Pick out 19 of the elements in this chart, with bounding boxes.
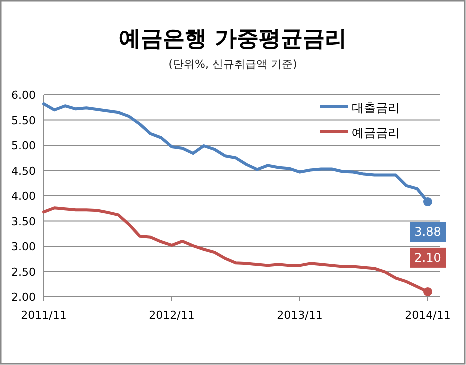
legend-label: 예금금리 bbox=[352, 126, 400, 140]
y-tick-label: 4.00 bbox=[12, 190, 36, 203]
data-label: 2.10 bbox=[414, 250, 442, 265]
y-tick-label: 5.00 bbox=[12, 140, 36, 152]
y-tick-label: 2.50 bbox=[12, 266, 36, 279]
y-tick-label: 5.50 bbox=[12, 114, 36, 128]
y-tick-label: 6.00 bbox=[12, 89, 36, 102]
chart-title: 예금은행 가중평균금리 bbox=[119, 27, 347, 52]
y-tick-label: 4.50 bbox=[12, 164, 36, 178]
x-tick-label: 2013/11 bbox=[277, 309, 323, 322]
y-tick-label: 3.00 bbox=[12, 240, 36, 254]
y-tick-label: 3.50 bbox=[12, 215, 36, 228]
x-tick-label: 2014/11 bbox=[405, 309, 451, 322]
x-tick-label: 2011/11 bbox=[21, 309, 67, 322]
legend-label: 대출금리 bbox=[352, 101, 400, 115]
x-tick-label: 2012/11 bbox=[149, 309, 195, 322]
chart-subtitle: (단위%, 신규취급액 기준) bbox=[168, 58, 298, 71]
data-label: 3.88 bbox=[414, 225, 442, 240]
y-tick-label: 2.00 bbox=[12, 291, 36, 304]
